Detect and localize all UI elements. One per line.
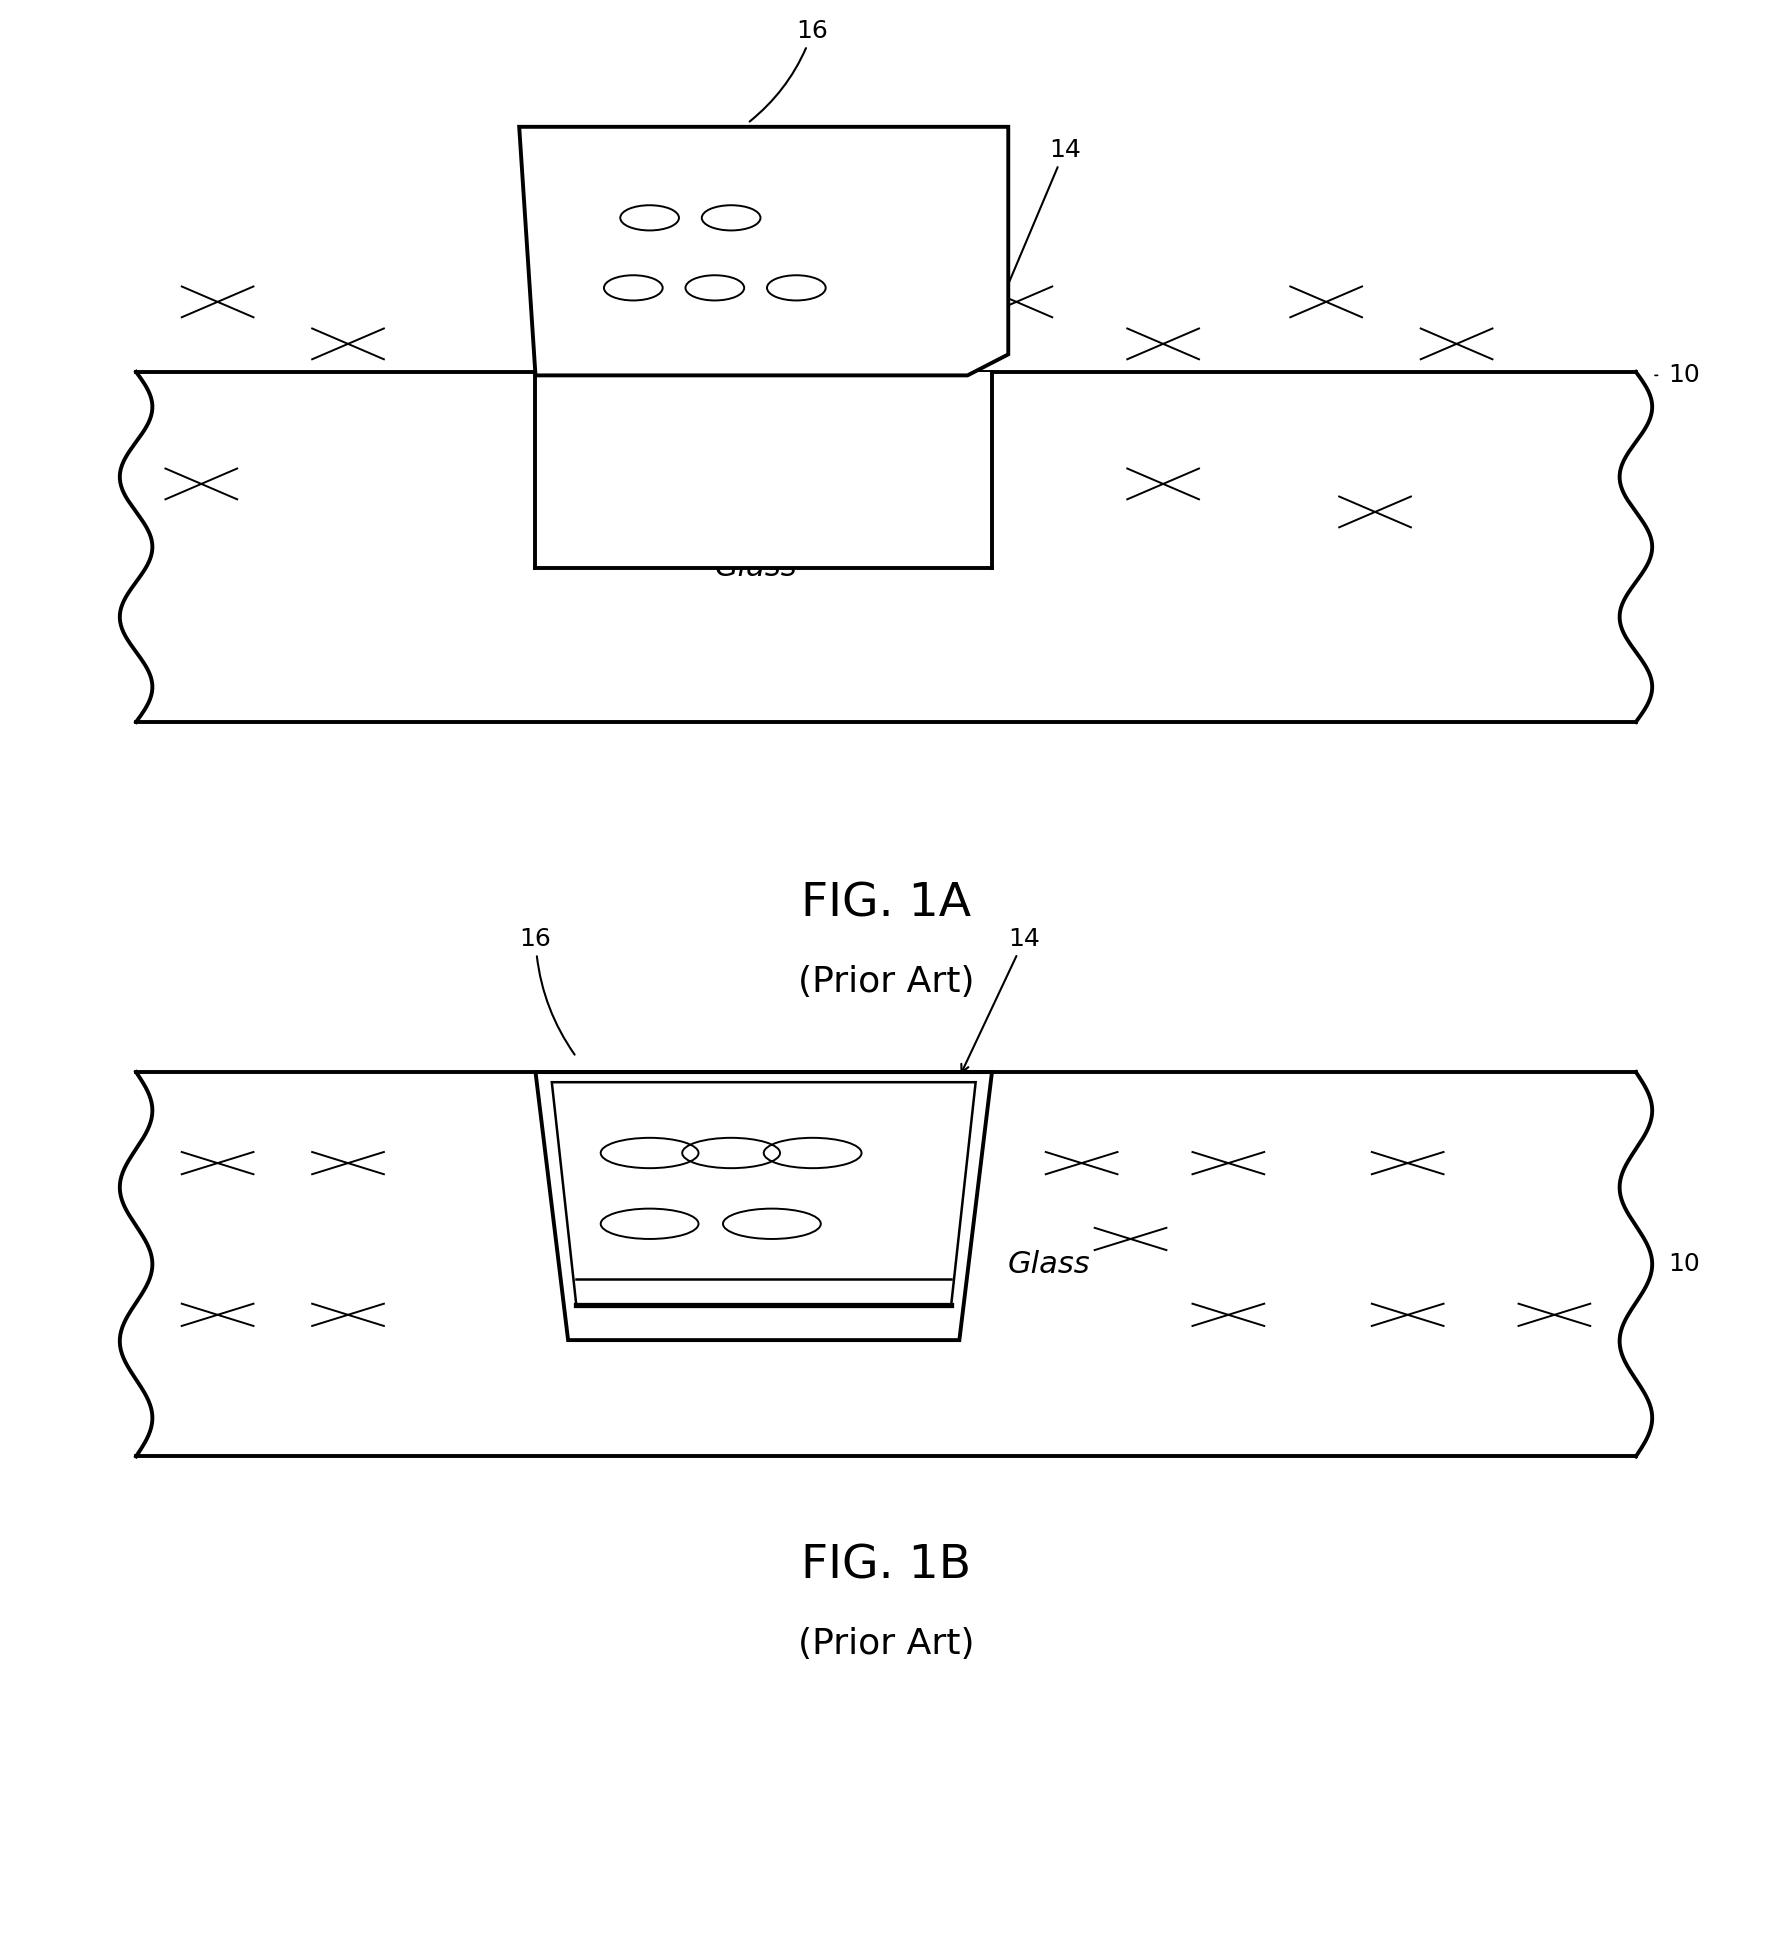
Polygon shape <box>551 1081 976 1305</box>
Text: (Prior Art): (Prior Art) <box>797 965 975 1000</box>
Polygon shape <box>519 126 1008 375</box>
Text: 14: 14 <box>962 926 1040 1072</box>
Text: FIG. 1A: FIG. 1A <box>801 881 971 928</box>
Text: 10: 10 <box>1669 364 1701 387</box>
Text: 16: 16 <box>750 19 829 123</box>
Text: Glass: Glass <box>714 554 797 582</box>
Text: 10: 10 <box>1669 1253 1701 1276</box>
Text: Glass: Glass <box>1008 1251 1090 1278</box>
Text: 16: 16 <box>519 926 574 1054</box>
Text: (Prior Art): (Prior Art) <box>797 1626 975 1661</box>
Polygon shape <box>535 371 992 568</box>
Text: 14: 14 <box>976 138 1081 356</box>
Polygon shape <box>535 1072 992 1340</box>
Text: FIG. 1B: FIG. 1B <box>801 1542 971 1589</box>
